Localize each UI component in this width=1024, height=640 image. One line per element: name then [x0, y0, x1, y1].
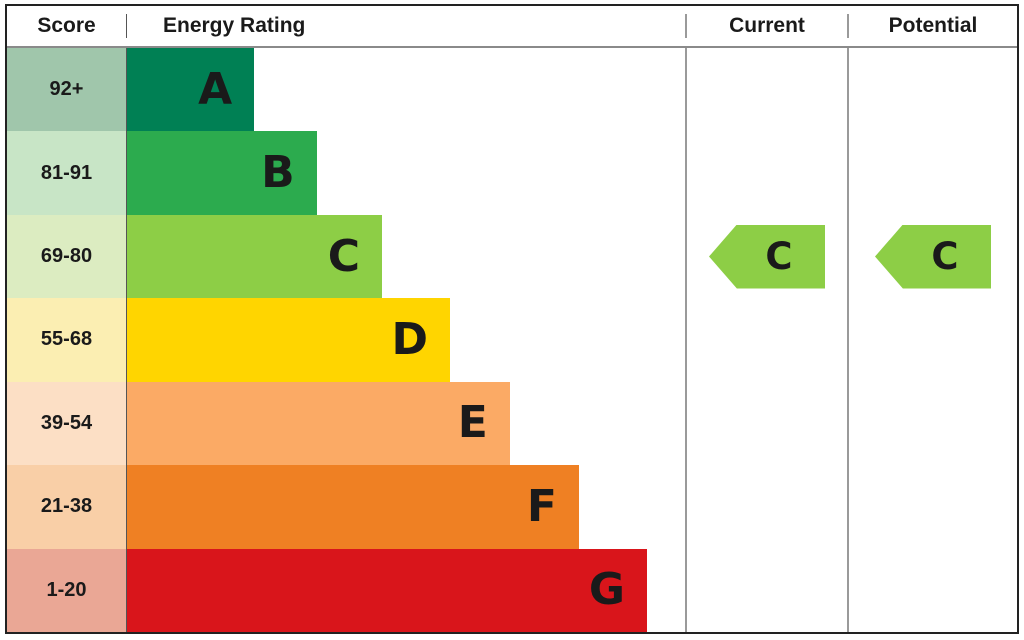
rating-bar-b: B — [127, 131, 317, 215]
score-cell-f: 21-38 — [7, 465, 127, 549]
potential-cell-b — [847, 131, 1017, 215]
rating-letter-d: D — [391, 313, 429, 365]
score-cell-b: 81-91 — [7, 131, 127, 215]
rating-bar-d: D — [127, 298, 451, 382]
header-potential: Potential — [847, 14, 1017, 38]
rating-letter-e: E — [457, 397, 488, 449]
potential-cell-e — [847, 381, 1017, 466]
bar-area-e: E — [127, 381, 685, 466]
potential-cell-d — [847, 298, 1017, 382]
bar-area-c: C — [127, 214, 685, 299]
rating-letter-b: B — [261, 147, 295, 199]
current-cell-b — [685, 131, 847, 215]
bar-area-g: G — [127, 548, 685, 632]
score-cell-d: 55-68 — [7, 298, 127, 382]
current-cell-f — [685, 465, 847, 549]
band-row-e: 39-54 E — [7, 381, 1017, 466]
current-cell-e — [685, 381, 847, 466]
band-row-a: 92+ A — [7, 48, 1017, 132]
band-row-g: 1-20 G — [7, 548, 1017, 632]
score-cell-c: 69-80 — [7, 214, 127, 299]
score-cell-g: 1-20 — [7, 548, 127, 632]
rating-letter-a: A — [198, 63, 233, 115]
rating-bar-a: A — [127, 48, 255, 132]
bar-area-b: B — [127, 131, 685, 215]
rating-bar-g: G — [127, 548, 648, 632]
potential-rating-letter: C — [931, 235, 959, 279]
band-row-d: 55-68 D — [7, 298, 1017, 382]
rating-letter-c: C — [327, 230, 360, 282]
band-row-b: 81-91 B — [7, 131, 1017, 215]
rating-bar-e: E — [127, 381, 510, 466]
band-rows: 92+ A 81-91 B — [7, 48, 1017, 632]
bar-area-d: D — [127, 298, 685, 382]
current-cell-a — [685, 48, 847, 132]
epc-chart-frame: Score Energy Rating Current Potential 92… — [5, 4, 1019, 634]
current-cell-c: C — [685, 214, 847, 299]
score-cell-a: 92+ — [7, 48, 127, 132]
rating-letter-g: G — [588, 564, 626, 616]
potential-cell-f — [847, 465, 1017, 549]
potential-cell-a — [847, 48, 1017, 132]
score-cell-e: 39-54 — [7, 381, 127, 466]
header-score: Score — [7, 14, 127, 38]
rating-bar-c: C — [127, 214, 382, 299]
current-rating-pointer: C — [709, 224, 825, 289]
header-current: Current — [685, 14, 847, 38]
potential-cell-c: C — [847, 214, 1017, 299]
bar-area-f: F — [127, 465, 685, 549]
header-row: Score Energy Rating Current Potential — [7, 6, 1017, 48]
header-energy-rating: Energy Rating — [163, 14, 306, 37]
rating-bar-f: F — [127, 465, 579, 549]
rating-letter-f: F — [526, 480, 557, 532]
current-rating-letter: C — [765, 235, 793, 279]
current-cell-g — [685, 548, 847, 632]
band-row-c: 69-80 C C C — [7, 214, 1017, 299]
potential-rating-pointer: C — [875, 224, 991, 289]
current-cell-d — [685, 298, 847, 382]
bar-area-a: A — [127, 48, 685, 132]
band-row-f: 21-38 F — [7, 465, 1017, 549]
potential-cell-g — [847, 548, 1017, 632]
